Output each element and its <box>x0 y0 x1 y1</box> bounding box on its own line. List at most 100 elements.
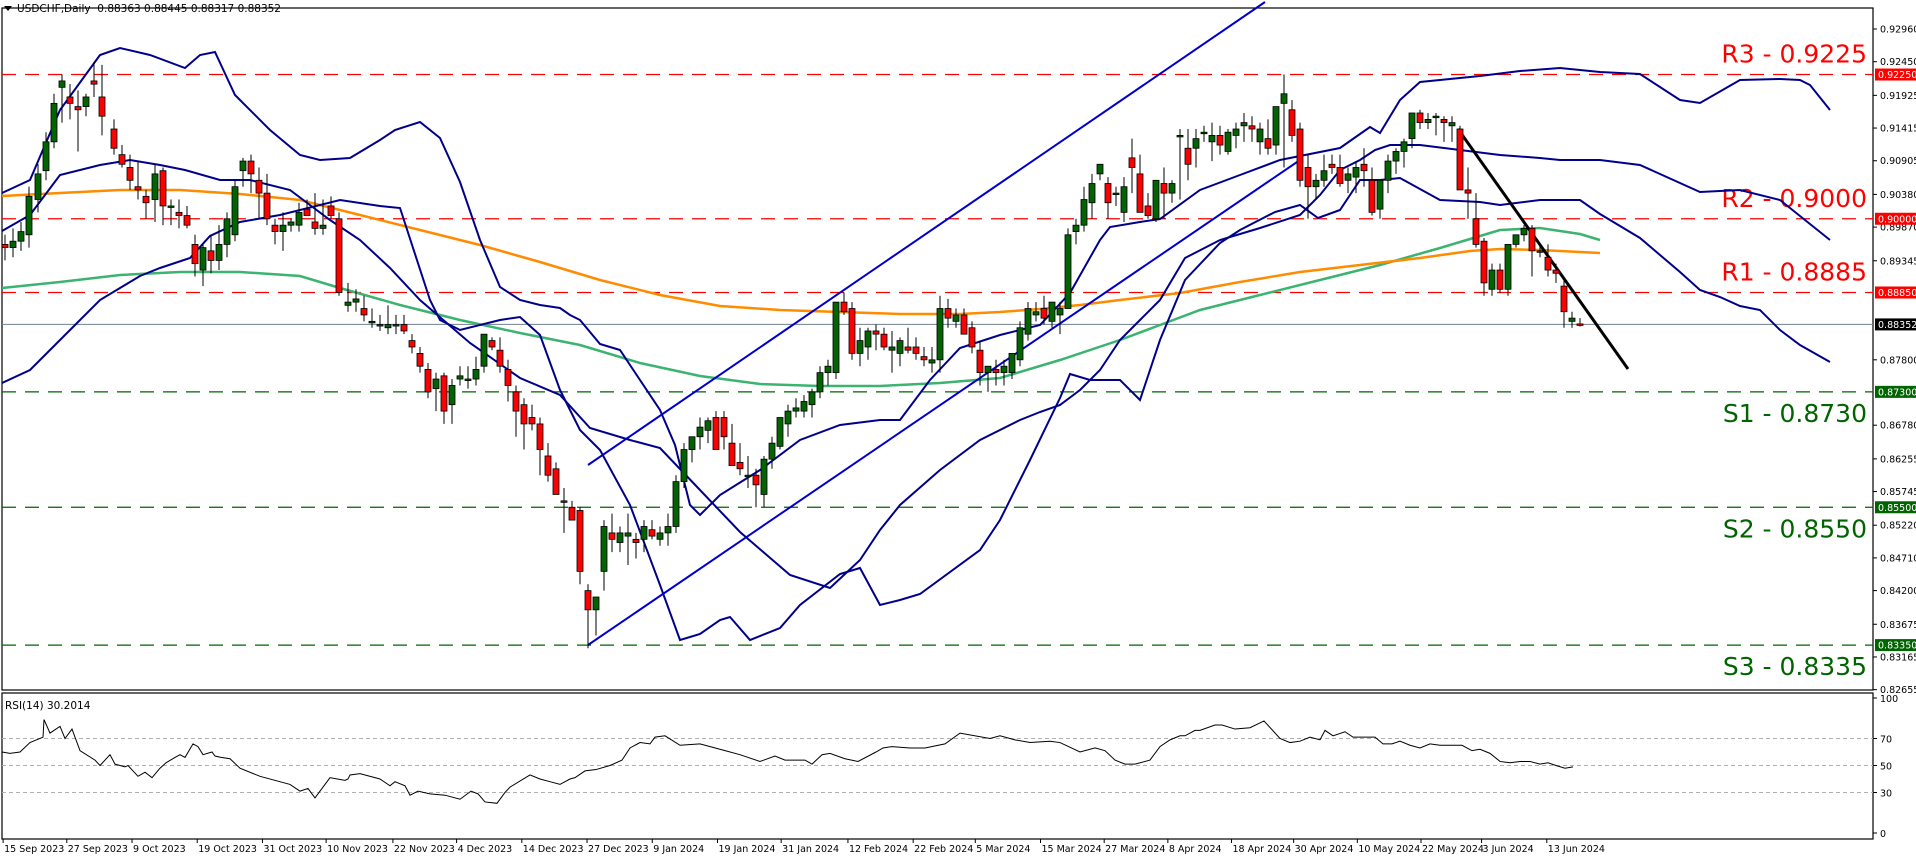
candle <box>672 475 680 533</box>
level-label: S2 - 0.8550 <box>1723 514 1867 543</box>
price-tick-label: 0.83675 <box>1880 620 1916 631</box>
candle <box>1552 263 1560 283</box>
price-axis: 0.92960 0.92450 0.91925 0.91415 0.90905 0.903… <box>1873 25 1916 696</box>
candle <box>616 526 624 553</box>
candle <box>287 218 295 232</box>
date-tick-label: 19 Jan 2024 <box>718 844 775 855</box>
ascending-channel-upper-line[interactable] <box>587 1 1266 466</box>
candle <box>688 436 696 463</box>
rsi-scale-label: 70 <box>1880 735 1892 746</box>
candle <box>720 411 728 450</box>
candle <box>976 340 984 386</box>
candle <box>1224 129 1232 155</box>
candle <box>736 443 744 476</box>
candle <box>175 199 183 229</box>
candle <box>704 417 712 444</box>
candle <box>376 314 384 331</box>
candle <box>1368 167 1376 216</box>
candles <box>1 61 1584 649</box>
candle <box>472 356 480 386</box>
rsi-scale-label: 0 <box>1880 829 1886 840</box>
candle <box>744 455 752 489</box>
price-tick-label: 0.92960 <box>1880 25 1916 36</box>
candle <box>984 365 992 392</box>
level-tag: 0.88850 <box>1878 288 1916 299</box>
candle <box>279 212 287 251</box>
candle <box>480 333 488 373</box>
candle <box>231 180 239 242</box>
candle <box>1016 321 1024 367</box>
candle <box>520 398 528 450</box>
candle <box>632 532 640 559</box>
date-tick-label: 15 Sep 2023 <box>4 844 64 855</box>
candle <box>98 64 106 136</box>
level-tag: 0.87300 <box>1878 387 1916 398</box>
candle <box>1360 148 1368 187</box>
candle <box>344 282 352 312</box>
candle <box>752 468 760 508</box>
candle <box>504 359 512 402</box>
price-tick-label: 0.86780 <box>1880 421 1916 432</box>
price-tick-label: 0.91925 <box>1880 91 1916 102</box>
bollinger-lower-band <box>1 176 1831 642</box>
candle <box>1544 244 1552 277</box>
chart-title-bar[interactable]: USDCHF,Daily 0.88363 0.88445 0.88317 0.8… <box>4 3 281 15</box>
candle <box>74 90 82 152</box>
price-tick-label: 0.90380 <box>1880 190 1916 201</box>
candle <box>1112 186 1120 206</box>
candle <box>1064 228 1072 309</box>
candle <box>840 292 848 315</box>
candle <box>1040 295 1048 325</box>
candle <box>1 234 9 261</box>
candle <box>1424 112 1432 130</box>
level-tag: 0.83350 <box>1878 641 1916 652</box>
candle <box>1144 193 1152 219</box>
date-tick-label: 9 Oct 2023 <box>133 844 186 855</box>
candle <box>1136 154 1144 213</box>
candle <box>126 154 134 190</box>
price-tick-label: 0.89870 <box>1880 223 1916 234</box>
date-tick-label: 4 Dec 2023 <box>458 844 513 855</box>
candle <box>1128 138 1136 194</box>
candle <box>608 513 616 553</box>
date-tick-label: 22 Nov 2023 <box>394 844 455 855</box>
price-tick-label: 0.82655 <box>1880 685 1916 696</box>
date-tick-label: 18 Apr 2024 <box>1233 844 1292 855</box>
candle <box>151 164 159 222</box>
candle <box>1528 225 1536 277</box>
ascending-channel-lower-line[interactable] <box>587 159 1301 646</box>
candle <box>1296 122 1304 187</box>
time-axis: 15 Sep 2023 27 Sep 2023 9 Oct 2023 19 Oct 2… <box>2 839 1605 855</box>
price-tick-label: 0.92450 <box>1880 57 1916 68</box>
candle <box>400 314 408 335</box>
candle <box>327 196 335 219</box>
descending-trendline[interactable] <box>1456 128 1630 370</box>
candle <box>488 337 496 351</box>
candle <box>34 164 42 213</box>
candle <box>1336 154 1344 187</box>
candle <box>928 346 936 373</box>
candle <box>944 298 952 328</box>
candle <box>1056 302 1064 335</box>
candle <box>1568 311 1576 328</box>
candle <box>824 359 832 386</box>
dropdown-arrow-icon[interactable] <box>4 6 12 11</box>
date-tick-label: 10 Nov 2023 <box>327 844 388 855</box>
candle <box>1184 129 1192 181</box>
candle <box>159 167 167 226</box>
candle <box>936 295 944 373</box>
candle <box>848 302 856 360</box>
candle <box>368 308 376 328</box>
candle <box>784 404 792 437</box>
date-tick-label: 14 Dec 2023 <box>523 844 584 855</box>
candle <box>456 366 464 386</box>
candle <box>50 93 58 149</box>
date-tick-label: 19 Oct 2023 <box>198 844 257 855</box>
candle <box>66 84 74 120</box>
candle <box>1240 112 1248 142</box>
candle <box>1176 129 1184 200</box>
candle <box>560 488 568 533</box>
candle <box>568 500 576 521</box>
symbol-timeframe: USDCHF,Daily <box>17 3 91 15</box>
